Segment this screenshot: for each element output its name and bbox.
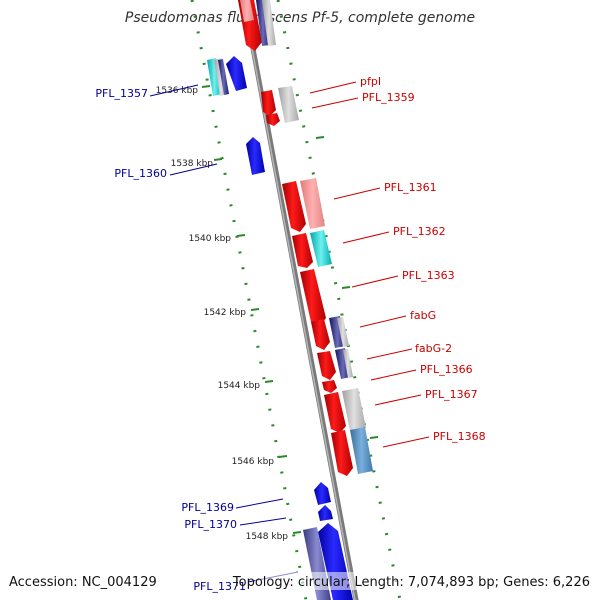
gene-label-pfl-1368: PFL_1368	[433, 430, 486, 443]
topology-text: Topology: circular; Length: 7,074,893 bp…	[232, 575, 590, 590]
map-title: Pseudomonas fluorescens Pf-5, complete g…	[125, 10, 475, 26]
gene-feature-grey-top	[262, 0, 276, 46]
leader-line	[374, 394, 422, 406]
gene-label-pfl-1371: PFL_1371	[193, 580, 246, 593]
tick-mark	[236, 234, 246, 237]
gene-label-pfl-1359: PFL_1359	[362, 91, 415, 104]
gene-arrow-fabg	[311, 319, 330, 350]
inner-guide-line	[190, 0, 308, 600]
gene-arrow-pfl-1366	[322, 380, 337, 393]
tick-label: 1542 kbp	[204, 308, 247, 318]
tick-mark	[278, 455, 288, 458]
gene-label-pfl-1369: PFL_1369	[181, 501, 234, 514]
gene-arrow-pfl-1362	[292, 233, 313, 268]
tick-marks: 1536 kbp 1538 kbp 1540 kbp 1542 kbp 1544…	[156, 85, 379, 542]
tick-mark	[341, 286, 351, 289]
leader-line	[382, 436, 430, 448]
leader-line	[370, 369, 417, 381]
gene-arrow-pfpi	[261, 90, 276, 116]
leader-line	[169, 163, 218, 176]
leader-line	[351, 275, 399, 288]
leader-line	[239, 517, 287, 526]
gene-arrow-fabg-2	[317, 351, 336, 380]
gene-label-pfl-1367: PFL_1367	[425, 388, 478, 401]
tick-mark	[213, 158, 223, 161]
gene-feature-grey-fabg	[337, 317, 349, 347]
tick-label: 1538 kbp	[171, 159, 214, 169]
guide-lines	[190, 0, 402, 600]
leader-line	[366, 348, 413, 360]
tick-mark	[201, 85, 211, 88]
tick-mark	[264, 380, 274, 383]
gene-feature-cyan	[207, 58, 222, 96]
gene-label-pfl-1361: PFL_1361	[384, 181, 437, 194]
tick-mark	[369, 436, 379, 439]
forward-gene-labels: pfpI PFL_1359 PFL_1361 PFL_1362 PFL_1363…	[309, 75, 486, 448]
leader-line	[311, 97, 359, 109]
gene-label-pfl-1360: PFL_1360	[114, 167, 167, 180]
gene-feature-steel-1368	[350, 427, 373, 474]
leader-line	[309, 81, 357, 94]
gene-label-fabg: fabG	[410, 309, 436, 322]
gene-arrow-pfl-1369	[314, 482, 331, 505]
forward-genes	[238, 0, 373, 476]
gene-arrow-pfl-1363	[300, 269, 326, 326]
leader-line	[235, 498, 284, 509]
gene-feature-pink-top	[240, 0, 254, 22]
gene-label-pfl-1366: PFL_1366	[420, 363, 473, 376]
accession-text: Accession: NC_004129	[9, 575, 157, 590]
gene-arrow-pfl-1368	[331, 430, 353, 476]
gene-label-pfl-1363: PFL_1363	[402, 269, 455, 282]
gene-feature-grey-fabg-2	[343, 349, 353, 378]
tick-label: 1536 kbp	[156, 86, 199, 96]
tick-label: 1540 kbp	[189, 234, 232, 244]
gene-feature-pink-1361	[300, 178, 325, 229]
gene-label-pfpi: pfpI	[360, 75, 381, 88]
gene-arrow-pfl-1357	[226, 56, 247, 91]
gene-label-pfl-1370: PFL_1370	[184, 518, 237, 531]
gene-arrow-pfl-1360	[246, 137, 265, 175]
leader-line	[333, 187, 381, 200]
tick-label: 1544 kbp	[218, 381, 261, 391]
tick-label: 1548 kbp	[246, 532, 289, 542]
gene-arrow-pfl-1361	[282, 181, 306, 232]
gene-label-pfl-1357: PFL_1357	[95, 87, 148, 100]
gene-feature-cyan-1362	[310, 230, 332, 267]
gene-feature-grey-pfpi	[278, 86, 299, 123]
tick-label: 1546 kbp	[232, 457, 275, 467]
gene-arrow-pfl-1367	[324, 392, 346, 433]
gene-feature-navy	[218, 59, 229, 95]
leader-line	[359, 315, 407, 328]
leader-line	[342, 231, 390, 244]
tick-mark	[250, 308, 260, 311]
gene-feature-grey-1367	[342, 388, 366, 431]
gene-label-fabg-2: fabG-2	[415, 342, 452, 355]
footer-backdrop	[255, 572, 595, 590]
tick-mark	[292, 531, 302, 534]
genome-backbone-highlight	[242, 0, 356, 600]
reverse-gene-labels: PFL_1357 PFL_1360 PFL_1369 PFL_1370	[95, 84, 299, 583]
tick-mark	[315, 136, 325, 139]
gene-arrow-pfl-1359	[266, 113, 280, 126]
gene-label-pfl-1362: PFL_1362	[393, 225, 446, 238]
gene-arrow-pfl-1370	[318, 505, 333, 521]
leader-line	[149, 84, 199, 97]
